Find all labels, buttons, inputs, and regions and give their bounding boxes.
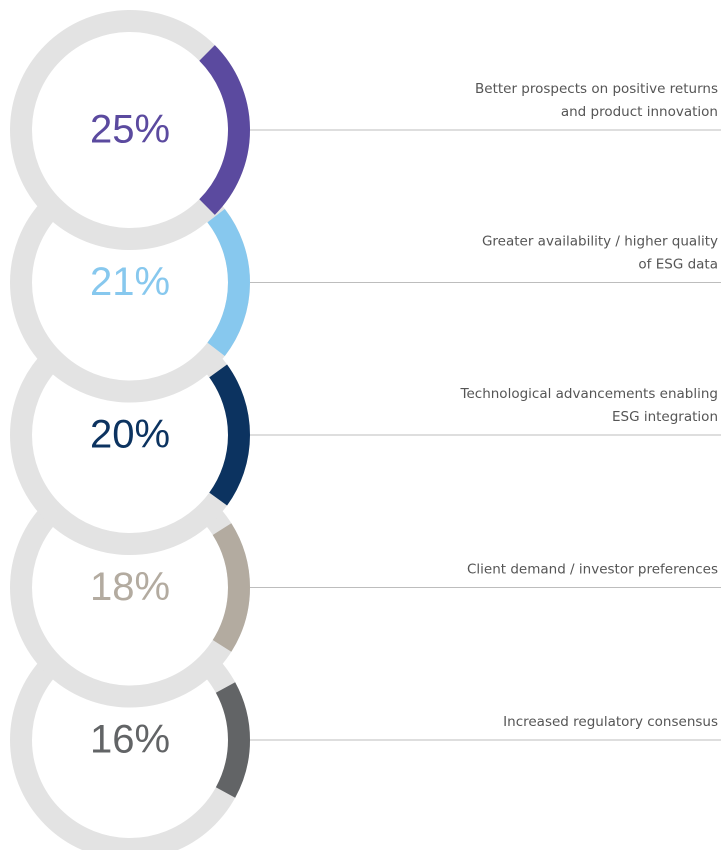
ring-arc	[207, 208, 250, 357]
value-label: 25%	[90, 108, 170, 152]
category-label: ESG integration	[612, 409, 718, 425]
value-label: 18%	[90, 565, 170, 609]
value-label: 16%	[90, 718, 170, 762]
ring-arc	[215, 682, 250, 798]
category-label: of ESG data	[638, 257, 718, 273]
value-label: 20%	[90, 413, 170, 457]
value-label: 21%	[90, 260, 170, 304]
ring-group: 25%	[10, 10, 250, 250]
category-label: Client demand / investor preferences	[467, 562, 718, 578]
ring-arc	[209, 364, 250, 506]
ring-arc	[199, 45, 250, 215]
category-label: Better prospects on positive returns	[475, 81, 718, 97]
category-label: Greater availability / higher quality	[482, 234, 718, 250]
category-label: and product innovation	[561, 104, 718, 120]
ring-arc	[212, 523, 250, 652]
category-label: Technological advancements enabling	[460, 386, 718, 402]
category-label: Increased regulatory consensus	[503, 714, 718, 730]
